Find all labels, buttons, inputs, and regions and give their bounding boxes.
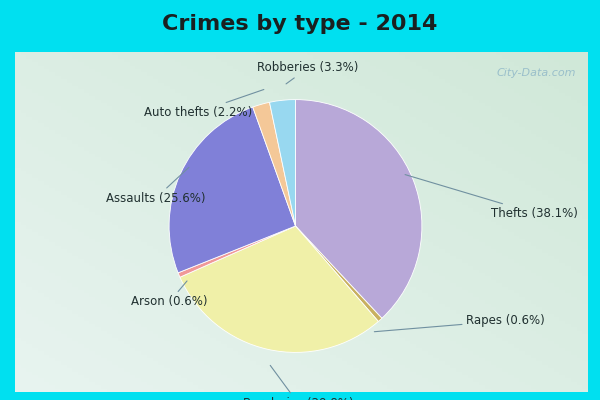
Text: Thefts (38.1%): Thefts (38.1%) [405, 174, 578, 220]
Wedge shape [169, 107, 296, 273]
Text: City-Data.com: City-Data.com [497, 68, 576, 78]
Text: Arson (0.6%): Arson (0.6%) [131, 281, 208, 308]
Text: Robberies (3.3%): Robberies (3.3%) [257, 61, 359, 84]
Wedge shape [296, 226, 382, 322]
Wedge shape [253, 102, 296, 226]
Text: Assaults (25.6%): Assaults (25.6%) [106, 167, 205, 205]
Wedge shape [295, 100, 422, 318]
Text: Auto thefts (2.2%): Auto thefts (2.2%) [144, 90, 264, 119]
Wedge shape [178, 226, 296, 277]
Text: Rapes (0.6%): Rapes (0.6%) [374, 314, 545, 332]
Wedge shape [180, 226, 379, 352]
Text: Crimes by type - 2014: Crimes by type - 2014 [163, 14, 437, 34]
Wedge shape [269, 100, 296, 226]
Text: Burglaries (29.8%): Burglaries (29.8%) [243, 365, 353, 400]
